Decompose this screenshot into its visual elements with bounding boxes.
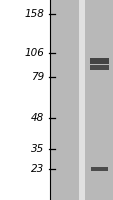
- Text: 106: 106: [24, 48, 44, 58]
- Bar: [50, 0, 113, 200]
- Text: 158: 158: [24, 9, 44, 19]
- Bar: [79, 0, 84, 200]
- Text: 23: 23: [31, 164, 44, 174]
- Text: 79: 79: [31, 72, 44, 82]
- Text: 48: 48: [31, 113, 44, 123]
- Bar: [90, 167, 107, 171]
- Bar: [89, 58, 108, 64]
- Bar: [89, 65, 108, 70]
- Text: 35: 35: [31, 144, 44, 154]
